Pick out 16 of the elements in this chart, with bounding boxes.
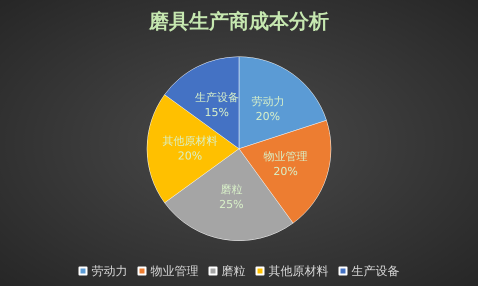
legend-label: 磨粒 <box>222 264 246 278</box>
data-label: 15% <box>204 106 229 120</box>
legend-label: 劳动力 <box>92 264 128 278</box>
data-label: 20% <box>273 164 298 178</box>
legend-label: 生产设备 <box>352 264 400 278</box>
data-label: 20% <box>178 150 202 163</box>
slice-label: 其他原材料 <box>162 134 218 148</box>
slice-label: 物业管理 <box>264 150 308 163</box>
slice-label: 生产设备 <box>194 91 239 104</box>
data-label: 25% <box>219 198 244 212</box>
slice-label: 劳动力 <box>251 95 284 108</box>
data-label: 20% <box>256 110 280 124</box>
slice-label: 磨粒 <box>220 183 242 196</box>
chart-title: 磨具生产商成本分析 <box>148 9 329 33</box>
legend-label: 物业管理 <box>150 264 198 278</box>
legend-label: 其他原材料 <box>268 264 328 278</box>
